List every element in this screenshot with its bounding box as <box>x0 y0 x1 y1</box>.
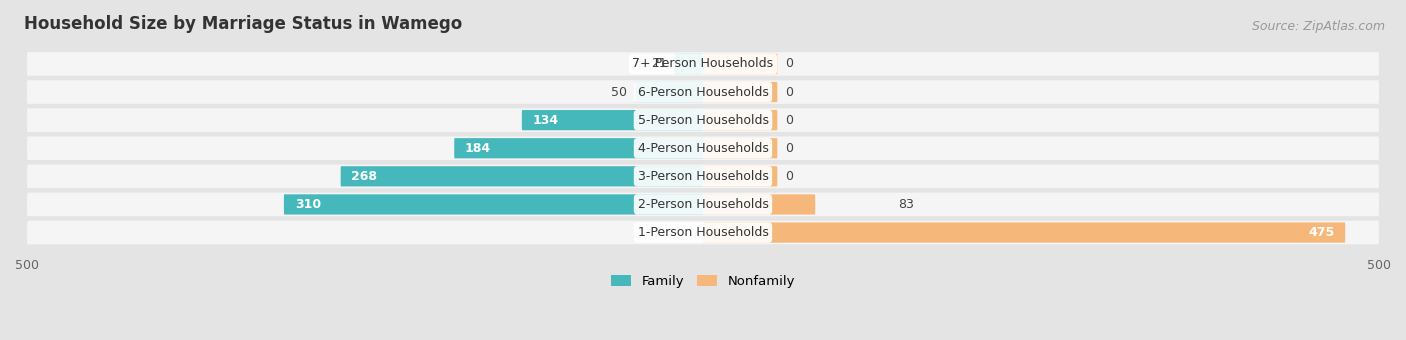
FancyBboxPatch shape <box>703 222 1346 243</box>
Text: 2-Person Households: 2-Person Households <box>637 198 769 211</box>
Text: 4-Person Households: 4-Person Households <box>637 142 769 155</box>
FancyBboxPatch shape <box>27 193 1379 216</box>
FancyBboxPatch shape <box>703 54 778 74</box>
Text: 6-Person Households: 6-Person Households <box>637 86 769 99</box>
FancyBboxPatch shape <box>27 136 1379 160</box>
FancyBboxPatch shape <box>703 110 778 130</box>
Text: 184: 184 <box>465 142 491 155</box>
Text: 0: 0 <box>786 57 793 70</box>
FancyBboxPatch shape <box>27 108 1379 132</box>
Text: 7+ Person Households: 7+ Person Households <box>633 57 773 70</box>
FancyBboxPatch shape <box>703 82 778 102</box>
FancyBboxPatch shape <box>522 110 703 130</box>
FancyBboxPatch shape <box>27 80 1379 104</box>
FancyBboxPatch shape <box>675 54 703 74</box>
Text: 134: 134 <box>533 114 558 127</box>
FancyBboxPatch shape <box>27 52 1379 76</box>
FancyBboxPatch shape <box>703 166 778 186</box>
FancyBboxPatch shape <box>454 138 703 158</box>
Text: 83: 83 <box>897 198 914 211</box>
Text: 268: 268 <box>352 170 377 183</box>
Text: Household Size by Marriage Status in Wamego: Household Size by Marriage Status in Wam… <box>24 15 463 33</box>
Text: 0: 0 <box>786 170 793 183</box>
Text: 310: 310 <box>295 198 321 211</box>
Text: 475: 475 <box>1308 226 1334 239</box>
Text: 0: 0 <box>786 142 793 155</box>
FancyBboxPatch shape <box>703 138 778 158</box>
FancyBboxPatch shape <box>284 194 703 215</box>
FancyBboxPatch shape <box>636 82 703 102</box>
Text: 0: 0 <box>786 86 793 99</box>
Text: 50: 50 <box>612 86 627 99</box>
Text: 21: 21 <box>651 57 666 70</box>
Text: 5-Person Households: 5-Person Households <box>637 114 769 127</box>
FancyBboxPatch shape <box>703 194 815 215</box>
FancyBboxPatch shape <box>340 166 703 186</box>
FancyBboxPatch shape <box>27 165 1379 188</box>
Legend: Family, Nonfamily: Family, Nonfamily <box>606 269 800 293</box>
Text: 0: 0 <box>786 114 793 127</box>
Text: Source: ZipAtlas.com: Source: ZipAtlas.com <box>1251 20 1385 33</box>
Text: 3-Person Households: 3-Person Households <box>637 170 769 183</box>
Text: 1-Person Households: 1-Person Households <box>637 226 769 239</box>
FancyBboxPatch shape <box>27 221 1379 244</box>
